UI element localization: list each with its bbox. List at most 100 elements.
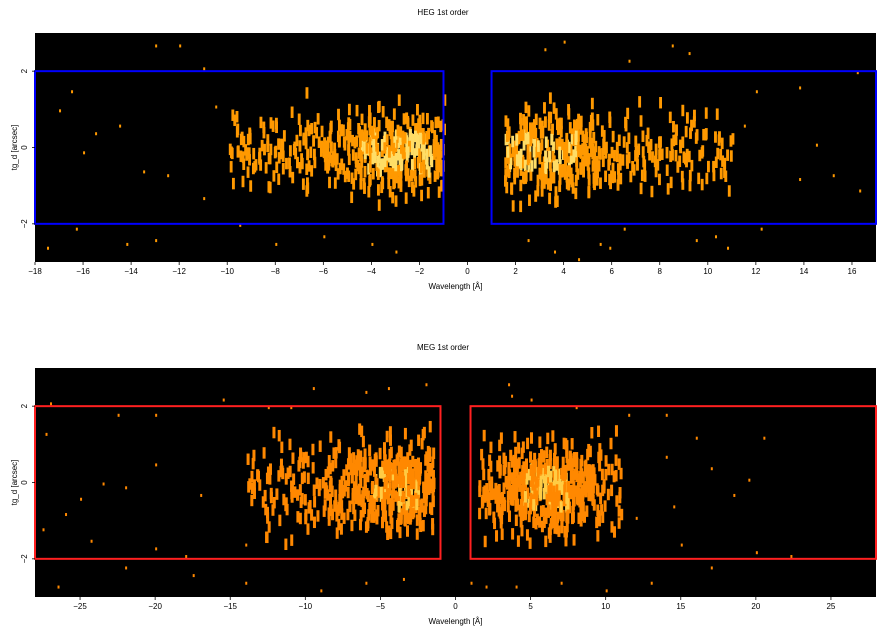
heg-count-bin <box>337 119 341 132</box>
heg-count-bin <box>572 149 576 161</box>
meg-count-bin <box>577 512 581 524</box>
meg-count-bin <box>543 462 547 475</box>
meg-count-bin <box>308 500 312 512</box>
meg-count-bin <box>302 471 306 483</box>
heg-count-bin <box>337 108 340 121</box>
heg-count-bin <box>440 179 444 192</box>
meg-count-bin <box>557 525 561 537</box>
meg-count-bin <box>518 505 522 517</box>
heg-count-bin <box>534 146 538 159</box>
heg-count-bin <box>363 130 366 142</box>
heg-count-bin <box>298 162 302 174</box>
heg-count-bin <box>534 113 538 126</box>
heg-count-bin <box>271 120 275 132</box>
heg-count-bin <box>350 172 354 184</box>
meg-count-bin <box>340 475 344 488</box>
heg-count-bin <box>688 52 691 56</box>
heg-count-bin <box>324 153 328 166</box>
meg-count-bin <box>383 462 387 474</box>
heg-count-bin <box>815 143 818 147</box>
heg-count-bin <box>528 194 531 206</box>
meg-count-bin <box>512 454 516 467</box>
heg-count-bin <box>405 137 409 149</box>
heg-count-bin <box>277 173 281 185</box>
meg-count-bin <box>292 473 296 485</box>
heg-count-bin <box>591 160 595 172</box>
meg-count-bin <box>573 468 577 480</box>
meg-count-bin <box>42 528 45 532</box>
meg-count-bin <box>560 469 564 481</box>
heg-count-bin <box>680 170 684 183</box>
meg-count-bin <box>386 528 390 541</box>
meg-count-bin <box>560 483 564 495</box>
heg-count-bin <box>679 141 683 154</box>
meg-count-bin <box>550 490 554 503</box>
meg-count-bin <box>408 468 412 480</box>
meg-count-bin <box>530 432 534 444</box>
meg-count-bin <box>311 462 315 474</box>
heg-count-bin <box>402 113 406 125</box>
meg-count-bin <box>275 488 279 500</box>
heg-x-tick-label: 0 <box>465 267 470 276</box>
meg-count-bin <box>532 499 536 511</box>
heg-count-bin <box>279 147 283 160</box>
heg-count-bin <box>639 115 643 127</box>
meg-count-bin <box>252 449 256 462</box>
meg-count-bin <box>544 507 548 520</box>
heg-count-bin <box>799 178 802 182</box>
heg-count-bin <box>277 138 281 150</box>
heg-count-bin <box>511 145 515 158</box>
meg-count-bin <box>581 487 585 500</box>
heg-count-bin <box>319 145 323 157</box>
heg-count-bin <box>658 136 661 148</box>
meg-count-bin <box>534 461 538 473</box>
heg-count-bin <box>548 92 552 104</box>
meg-count-bin <box>507 474 511 486</box>
meg-count-bin <box>505 478 509 490</box>
meg-count-bin <box>363 502 367 515</box>
heg-count-bin <box>268 152 272 165</box>
heg-count-bin <box>554 196 558 208</box>
heg-count-bin <box>363 147 367 160</box>
heg-count-bin <box>203 67 206 71</box>
meg-count-bin <box>413 459 417 471</box>
heg-count-bin <box>515 134 519 146</box>
meg-count-bin <box>383 477 387 490</box>
heg-count-bin <box>83 151 86 155</box>
meg-count-bin <box>555 484 559 496</box>
meg-count-bin <box>598 443 602 455</box>
meg-count-bin <box>321 477 325 489</box>
heg-count-bin <box>524 170 528 182</box>
meg-count-bin <box>412 477 416 490</box>
heg-count-bin <box>372 139 376 151</box>
heg-count-bin <box>392 162 396 175</box>
meg-count-bin <box>599 449 603 461</box>
heg-count-bin <box>317 136 321 148</box>
meg-count-bin <box>368 502 372 514</box>
meg-count-bin <box>430 503 434 516</box>
heg-count-bin <box>504 169 508 181</box>
meg-count-bin <box>295 489 299 501</box>
meg-count-bin <box>502 482 506 494</box>
heg-count-bin <box>856 71 859 75</box>
heg-count-bin <box>395 171 399 184</box>
meg-count-bin <box>306 523 310 535</box>
meg-count-bin <box>365 390 368 394</box>
heg-x-tick-label: 12 <box>751 267 760 276</box>
heg-count-bin <box>350 191 354 204</box>
heg-count-bin <box>418 172 422 184</box>
meg-count-bin <box>534 490 538 502</box>
meg-count-bin <box>564 438 568 450</box>
meg-count-bin <box>381 508 385 520</box>
meg-count-bin <box>382 442 387 454</box>
meg-count-bin <box>279 458 283 471</box>
heg-count-bin <box>323 137 326 149</box>
heg-count-bin <box>510 182 513 194</box>
heg-count-bin <box>380 145 384 157</box>
heg-count-bin <box>552 171 556 184</box>
meg-count-bin <box>331 508 335 521</box>
heg-count-bin <box>203 197 206 201</box>
heg-count-bin <box>576 168 580 180</box>
heg-count-bin <box>374 128 378 140</box>
meg-count-bin <box>351 487 355 500</box>
